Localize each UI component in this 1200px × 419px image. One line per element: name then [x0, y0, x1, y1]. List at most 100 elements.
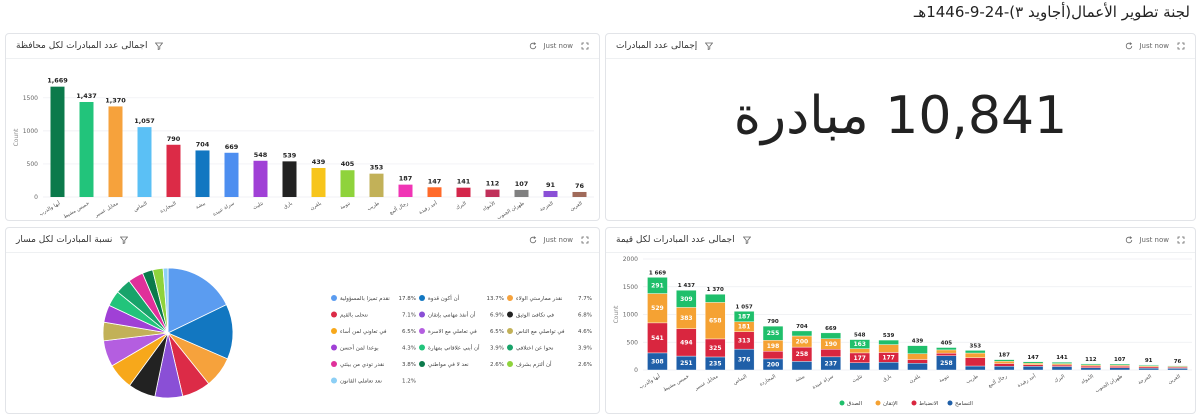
- bar-segment: [1051, 366, 1073, 371]
- legend-value: 3.9%: [578, 346, 592, 352]
- x-tick-label: بلقرن: [309, 201, 322, 212]
- legend-label: نعد تعاملي القانون: [340, 379, 382, 385]
- bar: [50, 86, 65, 197]
- legend-label: الإتقان: [883, 401, 898, 407]
- filter-icon[interactable]: [742, 236, 751, 244]
- legend-marker: [419, 295, 425, 301]
- refresh-icon[interactable]: [529, 42, 537, 50]
- bar-segment: [965, 350, 986, 354]
- refresh-icon[interactable]: [1125, 236, 1133, 244]
- total-label: 669: [825, 326, 837, 332]
- x-tick-label: محايل عسير: [93, 200, 120, 219]
- total-label: 76: [1174, 359, 1182, 365]
- bar: [572, 191, 587, 197]
- x-tick-label: سراة عبيدة: [811, 374, 835, 391]
- x-tick-label: بارق: [283, 201, 294, 211]
- segment-label: 255: [767, 330, 780, 337]
- legend-label: نعد لا في مواطني: [428, 362, 469, 368]
- chart: 0 500 1000 1500 2000 Count أبها والدرب خميس مشي…: [613, 256, 1192, 407]
- x-tick-label: الحرجة: [1137, 374, 1153, 387]
- expand-icon[interactable]: [581, 236, 589, 244]
- bar-segment: [762, 351, 784, 360]
- legend-marker: [419, 361, 425, 367]
- bar: [369, 173, 384, 197]
- bar: [427, 187, 442, 197]
- legend-value: 3.9%: [490, 346, 504, 352]
- filter-icon[interactable]: [120, 236, 129, 244]
- bar-segment: [965, 365, 986, 371]
- total-label: 107: [1114, 357, 1126, 363]
- legend-marker: [331, 295, 337, 301]
- legend-label: أن أنفذ مهامي بإتقان: [428, 311, 476, 319]
- bar-segment: [993, 359, 1015, 362]
- bar: [282, 161, 297, 197]
- bar-segment: [762, 325, 784, 341]
- x-tick-label: رجال ألمع: [987, 372, 1009, 389]
- filter-icon[interactable]: [705, 42, 714, 50]
- panel: نسبة المبادرات لكل مسار Just now نقدم تم…: [5, 227, 600, 414]
- legend-value: 13.7%: [487, 296, 504, 302]
- bar-segment: [820, 332, 842, 339]
- data-label: 704: [196, 140, 210, 148]
- data-label: 1,057: [134, 117, 155, 125]
- legend-label: في تكافئ الوثيق: [516, 312, 554, 319]
- x-tick-label: أبها والدرب: [638, 372, 662, 390]
- x-tick-label: ظهران الجنوب: [1094, 374, 1124, 395]
- bar-segment: [936, 349, 957, 354]
- bar-segment: [1138, 364, 1159, 367]
- legend-label: نقدر ممارستي الولاء: [516, 296, 563, 302]
- y-tick-label: 2000: [623, 256, 638, 263]
- panel: إجمالى عدد المبادرات Just now 10,841 مبا…: [605, 33, 1196, 221]
- segment-label: 541: [651, 335, 664, 342]
- data-label: 439: [312, 158, 326, 166]
- segment-label: 529: [651, 305, 664, 312]
- data-label: 405: [341, 160, 355, 168]
- x-tick-label: طريب: [366, 201, 380, 213]
- segment-label: 309: [680, 296, 693, 303]
- data-label: 76: [575, 182, 585, 190]
- segment-label: 291: [651, 282, 664, 289]
- data-label: 141: [457, 178, 471, 186]
- x-tick-label: الأمواه: [481, 200, 496, 213]
- bar-segment: [1051, 363, 1073, 366]
- legend-value: 6.5%: [402, 329, 416, 335]
- legend-value: 4.3%: [402, 346, 416, 352]
- refresh-icon[interactable]: [529, 236, 537, 244]
- y-tick-label: 500: [627, 339, 639, 346]
- total-label: 141: [1056, 355, 1068, 361]
- filter-icon[interactable]: [155, 42, 164, 50]
- expand-icon[interactable]: [1177, 42, 1185, 50]
- y-tick-label: 0: [634, 367, 638, 374]
- segment-label: 200: [796, 339, 809, 346]
- panel-title: إجمالى عدد المبادرات: [616, 41, 698, 51]
- x-tick-label: بيشة: [195, 201, 207, 211]
- legend-label: نتحلى بالقيم: [340, 313, 368, 319]
- legend-label: الانضباط: [919, 401, 939, 407]
- data-label: 91: [546, 181, 556, 189]
- bar-segment: [936, 352, 957, 356]
- bar-segment: [993, 361, 1015, 364]
- data-label: 1,669: [47, 77, 68, 85]
- expand-icon[interactable]: [1177, 236, 1185, 244]
- bar-segment: [993, 363, 1015, 367]
- expand-icon[interactable]: [581, 42, 589, 50]
- y-axis-label: Count: [613, 305, 620, 323]
- x-tick-label: تثليث: [252, 200, 265, 211]
- x-tick-label: المجاردة: [159, 201, 177, 215]
- bar: [398, 184, 413, 197]
- data-label: 669: [225, 143, 239, 151]
- x-tick-label: محايل عسير: [693, 373, 720, 392]
- refresh-icon[interactable]: [1125, 42, 1133, 50]
- bar: [166, 144, 181, 197]
- segment-label: 251: [680, 360, 693, 367]
- data-label: 1,437: [76, 92, 97, 100]
- bar-segment: [1080, 367, 1102, 371]
- bar-segment: [676, 290, 697, 308]
- bar-segment: [993, 366, 1015, 371]
- bar-segment: [936, 347, 957, 351]
- data-label: 147: [428, 177, 442, 185]
- data-label: 1,370: [105, 96, 126, 104]
- x-tick-label: طريب: [965, 374, 979, 386]
- panel-header: نسبة المبادرات لكل مسار Just now: [6, 228, 599, 253]
- segment-label: 237: [825, 360, 838, 367]
